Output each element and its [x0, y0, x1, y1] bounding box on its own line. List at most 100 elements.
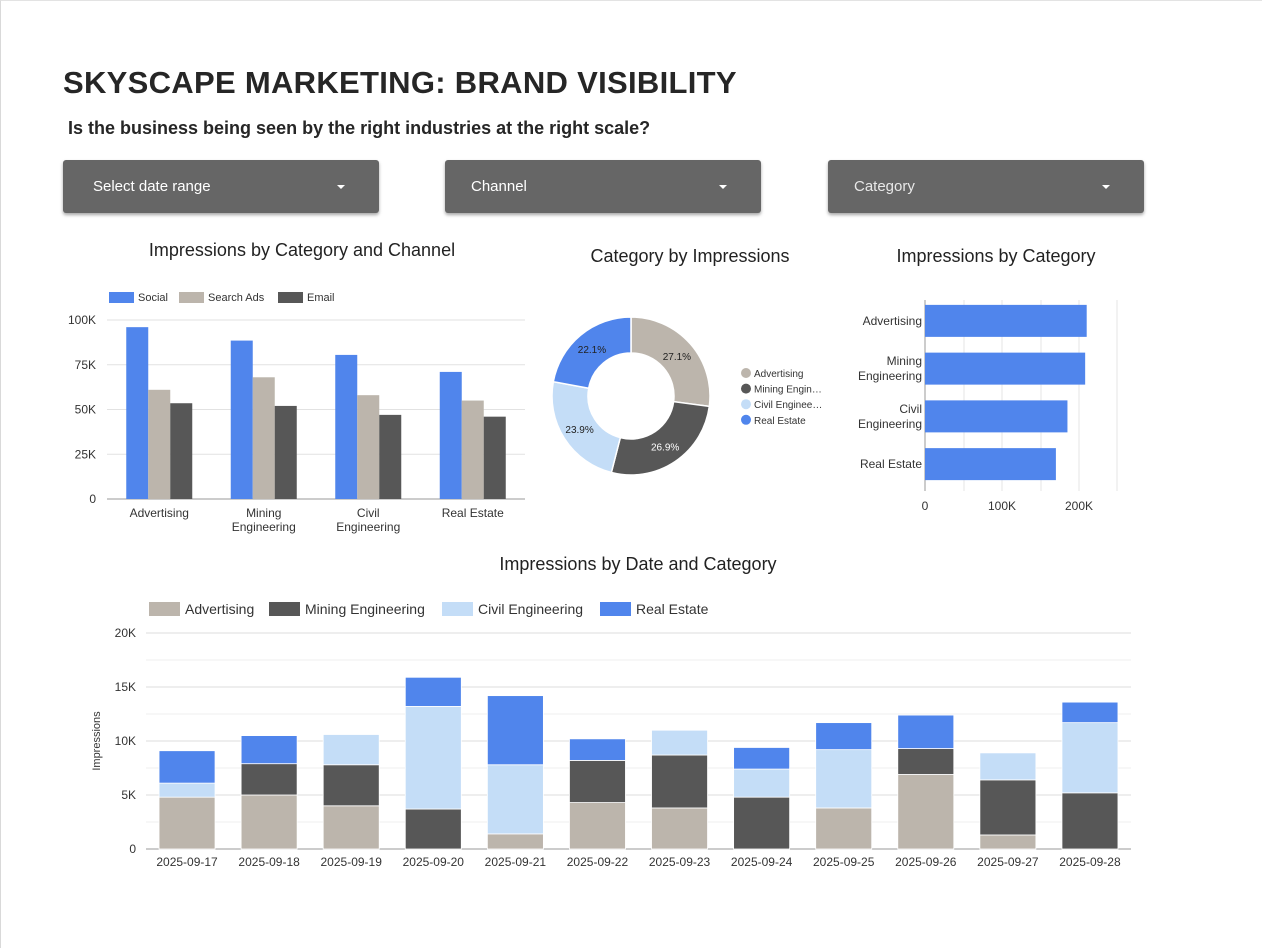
y-tick-label: 0 — [129, 842, 136, 856]
donut-slice — [551, 380, 622, 474]
legend-label: Civil Engineering — [478, 601, 583, 617]
caret-down-icon — [337, 184, 345, 189]
x-tick-label: 2025-09-17 — [156, 855, 218, 869]
channel-dropdown[interactable]: Channel — [445, 160, 761, 213]
stacked-bar-segment — [815, 749, 873, 809]
x-tick-label-line: Advertising — [130, 506, 189, 520]
stacked-bar-segment — [569, 802, 626, 850]
x-tick-label-line: Engineering — [232, 520, 296, 534]
x-tick-label: 2025-09-20 — [403, 855, 465, 869]
stacked-bar-segment — [897, 774, 955, 850]
stacked-bar-segment — [979, 752, 1037, 781]
y-tick-label-line: Mining — [887, 354, 922, 368]
bar — [379, 414, 402, 499]
bar — [439, 371, 462, 499]
y-tick-label: Real Estate — [860, 457, 922, 471]
legend-label: Advertising — [754, 369, 803, 380]
legend-label: Real Estate — [636, 601, 709, 617]
page-title: SKYSCAPE MARKETING: BRAND VISIBILITY — [63, 65, 737, 100]
stacked-bar-segment — [158, 782, 216, 798]
legend-label: Search Ads — [208, 292, 265, 304]
bar — [925, 304, 1087, 337]
x-tick-label: Civil Engineering — [336, 506, 400, 534]
legend-label: Advertising — [185, 601, 254, 617]
x-tick-label: 200K — [1065, 499, 1093, 513]
legend-swatch — [442, 602, 473, 616]
x-tick-label: 2025-09-26 — [895, 855, 957, 869]
donut-slice — [630, 316, 711, 408]
x-tick-label: 100K — [988, 499, 1016, 513]
stacked-bar-segment — [240, 735, 298, 765]
stacked-bar-segment — [486, 695, 544, 766]
x-tick-label: 2025-09-27 — [977, 855, 1039, 869]
bar — [252, 377, 275, 499]
legend-label: Real Estate — [754, 416, 806, 427]
category-dropdown[interactable]: Category — [828, 160, 1144, 213]
stacked-bar-segment — [815, 722, 873, 751]
date-range-label: Select date range — [93, 178, 211, 195]
x-tick-label-line: Mining — [246, 506, 281, 520]
stacked-bar-segment — [322, 764, 380, 807]
legend-swatch — [149, 602, 180, 616]
stacked-bar-segment — [569, 738, 626, 761]
x-tick-label: 2025-09-19 — [321, 855, 383, 869]
legend-label: Social — [138, 292, 168, 304]
stacked-bar-segment — [404, 676, 462, 707]
y-tick-label: 0 — [89, 492, 96, 506]
stacked-bar-segment — [322, 805, 380, 850]
x-tick-label: 2025-09-25 — [813, 855, 875, 869]
legend-swatch — [741, 399, 751, 410]
legend-swatch — [109, 292, 134, 303]
category-label: Category — [854, 178, 915, 195]
y-tick-label: 75K — [75, 358, 96, 372]
stacked-bar-segment — [1061, 792, 1119, 850]
stacked-bar-segment — [322, 734, 380, 766]
legend-label: Mining Engineering — [305, 601, 425, 617]
stacked-bar-segment — [240, 763, 298, 796]
y-tick-label: Civil Engineering — [858, 402, 922, 431]
bar — [230, 340, 253, 499]
slice-value-label: 22.1% — [578, 345, 606, 356]
legend-label: Mining Engin… — [754, 385, 822, 396]
legend-label: Email — [307, 292, 335, 304]
y-tick-label-line: Engineering — [858, 369, 922, 383]
slice-value-label: 26.9% — [651, 443, 679, 454]
legend-swatch — [600, 602, 631, 616]
y-tick-label: 20K — [115, 626, 136, 640]
stacked-bar-segment — [651, 729, 708, 756]
stacked-bar-segment — [1061, 722, 1119, 794]
bar — [357, 395, 380, 499]
stacked-bar-segment — [569, 760, 626, 803]
stacked-bar-segment — [733, 768, 791, 798]
channel-label: Channel — [471, 178, 527, 195]
bar — [925, 352, 1086, 385]
stacked-bar-segment — [1061, 701, 1119, 724]
donut-slice — [552, 316, 632, 390]
x-tick-label: Mining Engineering — [232, 506, 296, 534]
stacked-bar-segment — [486, 833, 544, 850]
stacked-bar-segment — [979, 834, 1037, 850]
chart-title: Impressions by Date and Category — [499, 554, 776, 574]
y-tick-label: 10K — [115, 734, 136, 748]
chart-title: Impressions by Category — [896, 246, 1095, 266]
bar — [925, 448, 1056, 481]
x-tick-label-line: Civil — [357, 506, 380, 520]
stacked-bar-segment — [815, 807, 873, 850]
x-tick-label: 0 — [922, 499, 929, 513]
x-tick-label-line: Engineering — [336, 520, 400, 534]
x-tick-label-line: Real Estate — [442, 506, 504, 520]
stacked-bar-segment — [979, 779, 1037, 836]
chart-title: Impressions by Category and Channel — [149, 240, 455, 260]
x-tick-label: Advertising — [130, 506, 189, 520]
date-range-dropdown[interactable]: Select date range — [63, 160, 379, 213]
x-tick-label: 2025-09-23 — [649, 855, 711, 869]
bar — [461, 400, 484, 499]
x-tick-label: 2025-09-21 — [485, 855, 547, 869]
x-tick-label: Real Estate — [442, 506, 504, 520]
legend-swatch — [179, 292, 204, 303]
y-tick-label: 15K — [115, 680, 136, 694]
